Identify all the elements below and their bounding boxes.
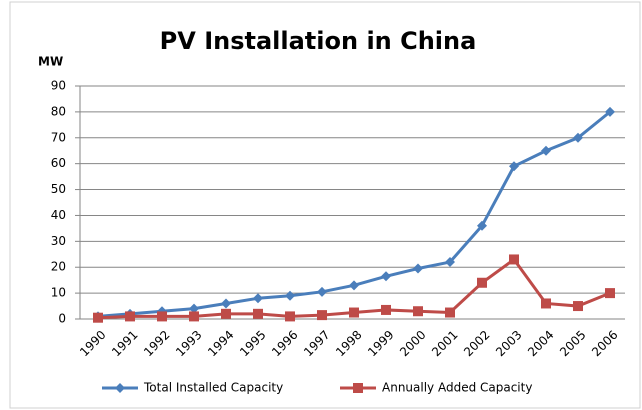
marker — [93, 312, 103, 323]
y-tick-label: 50 — [51, 182, 66, 196]
marker — [349, 280, 359, 291]
legend-marker — [353, 383, 363, 393]
y-tick-label: 10 — [51, 286, 66, 300]
marker — [445, 257, 455, 268]
marker — [317, 310, 327, 321]
y-tick-label: 70 — [51, 130, 66, 144]
marker — [125, 311, 135, 322]
marker — [477, 220, 487, 231]
marker — [157, 311, 167, 322]
marker — [189, 303, 199, 314]
marker — [445, 307, 455, 318]
marker — [573, 132, 583, 143]
y-tick-label: 0 — [58, 312, 66, 326]
marker — [349, 307, 359, 318]
y-tick-label: 60 — [51, 156, 66, 170]
y-tick-label: 40 — [51, 208, 66, 222]
marker — [285, 311, 295, 322]
marker — [509, 254, 519, 265]
y-tick-label: 30 — [51, 234, 66, 248]
chart-title: PV Installation in China — [160, 27, 477, 55]
marker — [221, 308, 231, 319]
marker — [189, 311, 199, 322]
marker — [541, 145, 551, 156]
marker — [605, 288, 615, 299]
marker — [413, 263, 423, 274]
y-tick-label: 80 — [51, 104, 66, 118]
marker — [285, 290, 295, 301]
legend-label: Total Installed Capacity — [143, 381, 283, 395]
chart-frame — [9, 1, 641, 409]
marker — [253, 293, 263, 304]
marker — [381, 271, 391, 282]
legend-label: Annually Added Capacity — [382, 381, 532, 395]
marker — [413, 306, 423, 317]
marker — [381, 304, 391, 315]
y-tick-label: 90 — [51, 79, 66, 93]
marker — [605, 106, 615, 117]
marker — [253, 308, 263, 319]
marker — [573, 301, 583, 312]
marker — [509, 161, 519, 172]
marker — [541, 298, 551, 309]
legend-marker — [115, 383, 125, 393]
y-axis-label: MW — [38, 55, 63, 69]
marker — [221, 298, 231, 309]
marker — [477, 277, 487, 288]
marker — [317, 286, 327, 297]
y-tick-label: 20 — [51, 260, 66, 274]
